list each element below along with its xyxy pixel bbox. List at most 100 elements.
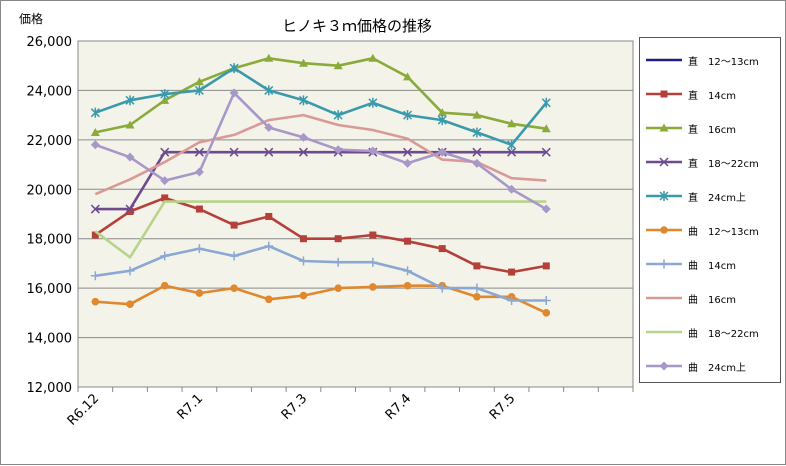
data-point <box>299 235 307 243</box>
legend-label: 曲 18～22cm <box>688 329 759 340</box>
legend-marker <box>659 157 669 167</box>
y-tick-label: 26,000 <box>27 35 73 50</box>
data-point <box>403 110 413 121</box>
legend-item: 曲 24cm上 <box>640 358 780 376</box>
data-point <box>472 283 482 293</box>
data-point <box>333 61 343 70</box>
legend-item: 直 16cm <box>640 120 780 138</box>
data-point <box>160 95 170 104</box>
series-lines <box>90 53 551 317</box>
data-point <box>507 296 517 305</box>
data-point <box>264 53 274 62</box>
data-point <box>126 300 134 309</box>
data-point <box>437 108 447 117</box>
legend-label: 直 12～13cm <box>688 57 759 68</box>
data-point <box>334 284 342 292</box>
data-point <box>160 89 170 100</box>
data-point <box>160 147 170 157</box>
legend-marker <box>659 259 669 269</box>
legend-label: 直 14cm <box>688 91 736 102</box>
data-point <box>507 184 517 194</box>
series-line <box>94 91 547 211</box>
data-point <box>437 283 447 293</box>
data-point <box>333 110 343 121</box>
data-point <box>541 124 551 133</box>
data-point <box>404 237 412 245</box>
legend-item: 曲 14cm <box>640 256 780 274</box>
data-point <box>403 266 413 276</box>
series-line <box>95 284 547 315</box>
data-point <box>90 127 100 136</box>
x-tick-label: R7.3 <box>279 391 311 423</box>
x-tick-label: R7.5 <box>487 391 519 423</box>
data-point <box>472 110 482 119</box>
y-tick-label: 14,000 <box>27 332 73 347</box>
data-point <box>368 146 378 156</box>
y-tick-label: 20,000 <box>27 183 73 198</box>
data-point <box>298 147 308 157</box>
series-9 <box>94 200 547 259</box>
y-tick-labels: 12,000 14,000 16,000 18,000 20,000 22,000 24,0… <box>27 35 73 396</box>
data-point <box>437 147 447 157</box>
data-point <box>368 97 378 108</box>
data-point <box>298 58 308 67</box>
series-line <box>94 200 547 259</box>
series-line <box>95 57 547 134</box>
data-point <box>298 132 308 142</box>
legend-label: 曲 14cm <box>688 261 736 272</box>
series-10 <box>90 88 551 214</box>
data-point <box>125 95 135 106</box>
legend-item: 直 24cm上 <box>640 188 780 206</box>
legend-swatch <box>646 90 682 98</box>
data-point <box>473 292 481 301</box>
series-6 <box>91 281 551 317</box>
series-2 <box>91 194 550 276</box>
data-point <box>160 176 170 186</box>
data-point <box>90 107 100 118</box>
legend-swatch <box>646 191 682 201</box>
legend-swatch <box>646 330 682 334</box>
data-point <box>437 115 447 126</box>
y-tick-label: 22,000 <box>27 134 73 149</box>
data-point <box>438 245 446 253</box>
data-point <box>403 72 413 81</box>
data-point <box>334 235 342 243</box>
x-tick-label: R7.1 <box>175 391 207 423</box>
data-point <box>368 257 378 267</box>
x-tick-labels: R6.12 R7.1 R7.3 R7.4 R7.5 <box>65 387 634 429</box>
series-line <box>94 196 547 274</box>
plot-area <box>77 40 634 388</box>
data-point <box>91 231 99 239</box>
legend-label: 曲 12～13cm <box>688 227 759 238</box>
y-axis-label: 価格 <box>19 11 43 26</box>
y-tick-label: 16,000 <box>27 282 73 297</box>
data-point <box>90 204 100 214</box>
data-point <box>473 262 481 270</box>
data-point <box>507 119 517 128</box>
legend-marker <box>659 123 669 132</box>
legend-swatch <box>646 296 682 300</box>
data-point <box>90 140 100 150</box>
data-point <box>230 221 238 229</box>
data-point <box>91 297 100 306</box>
series-3 <box>90 53 551 136</box>
legend-marker <box>660 226 668 234</box>
data-point <box>195 289 204 297</box>
data-point <box>472 127 482 138</box>
data-point <box>125 120 135 129</box>
data-point <box>541 204 551 214</box>
legend: 直 12～13cm 直 14cm 直 16cm 直 18～22cm 直 24cm上曲 1… <box>639 37 781 383</box>
data-point <box>298 256 308 266</box>
legend-label: 直 18～22cm <box>688 159 759 170</box>
data-point <box>541 147 551 157</box>
legend-label: 直 16cm <box>688 125 736 136</box>
data-point <box>299 291 308 300</box>
data-point <box>194 167 204 177</box>
legend-swatch <box>646 259 682 269</box>
legend-item: 直 18～22cm <box>640 154 780 172</box>
data-point <box>126 208 134 216</box>
y-tick-label: 18,000 <box>27 233 73 248</box>
data-point <box>194 244 204 254</box>
data-point <box>125 204 135 214</box>
